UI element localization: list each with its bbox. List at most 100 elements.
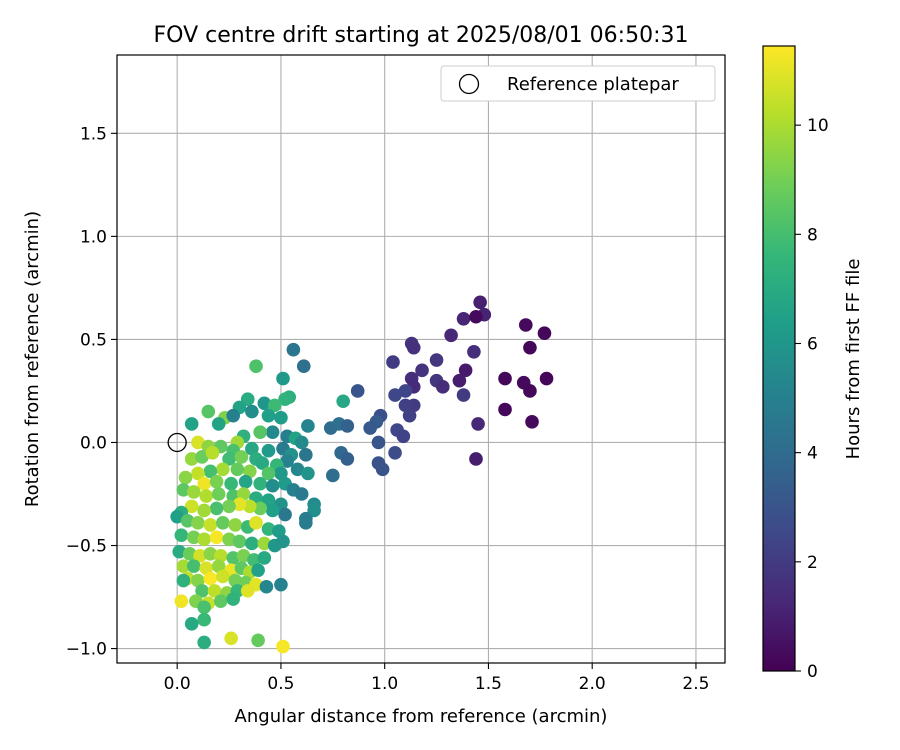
data-point <box>471 417 485 431</box>
data-point <box>444 328 458 343</box>
legend-entry-label: Reference platepar <box>507 74 679 95</box>
data-point <box>216 516 230 530</box>
plot-area: 0.0 0.5 1.0 1.5 2.0 2.5 −1.0 −0.5 0.0 0.5 1.0 1.5 <box>66 54 726 694</box>
data-point <box>398 384 413 398</box>
data-point <box>274 466 288 481</box>
data-point <box>265 503 280 518</box>
x-tick-label: 1.5 <box>475 674 502 694</box>
data-point <box>261 522 276 536</box>
data-point <box>301 419 315 433</box>
data-point <box>184 499 199 514</box>
data-point <box>249 359 263 374</box>
data-point <box>247 553 261 567</box>
colorbar-tick-label: 6 <box>807 334 818 354</box>
data-point <box>236 549 251 563</box>
data-point <box>203 571 218 586</box>
data-point <box>199 489 214 503</box>
data-point <box>197 635 211 650</box>
data-point <box>299 516 313 530</box>
data-point <box>232 534 247 549</box>
y-tick-label: 0.5 <box>80 330 107 350</box>
data-point <box>211 487 226 501</box>
colorbar-ticks: 0 2 4 6 8 10 <box>795 116 829 682</box>
data-point <box>396 429 411 444</box>
data-point <box>523 384 537 398</box>
data-point <box>245 441 259 456</box>
data-point <box>469 309 483 324</box>
data-point <box>191 466 205 481</box>
data-point <box>278 392 292 406</box>
data-point <box>228 518 243 532</box>
data-point <box>224 631 238 646</box>
data-point <box>191 435 205 450</box>
data-point <box>398 398 413 413</box>
data-point <box>257 551 272 565</box>
data-point <box>272 524 286 538</box>
colorbar-gradient <box>762 45 796 672</box>
data-point <box>523 340 537 355</box>
legend: Reference platepar <box>440 65 716 102</box>
data-point <box>176 573 191 588</box>
data-point <box>243 464 257 479</box>
data-point <box>216 569 230 584</box>
x-axis-ticks: 0.0 0.5 1.0 1.5 2.0 2.5 <box>164 663 709 694</box>
data-point <box>274 577 288 592</box>
data-point <box>294 487 309 501</box>
data-point <box>257 536 272 551</box>
data-point <box>326 468 340 483</box>
data-point <box>197 612 211 627</box>
data-point <box>211 559 226 573</box>
data-point <box>388 388 402 402</box>
data-point <box>518 318 533 332</box>
data-point <box>232 497 247 512</box>
data-point <box>456 312 471 326</box>
data-point <box>371 435 386 450</box>
data-point <box>195 450 209 464</box>
data-point <box>307 503 321 518</box>
data-point <box>222 532 236 547</box>
data-point <box>197 600 211 615</box>
data-point <box>458 363 473 378</box>
data-point <box>255 456 270 470</box>
data-point <box>209 474 224 489</box>
legend-marker-icon <box>458 73 480 95</box>
data-point <box>222 499 236 514</box>
data-point <box>197 503 211 518</box>
data-point <box>267 398 282 413</box>
data-point <box>226 592 241 606</box>
data-point <box>234 450 249 464</box>
plot-frame <box>116 54 726 664</box>
data-point <box>203 464 218 479</box>
data-point <box>186 485 201 499</box>
x-tick-label: 0.5 <box>267 674 294 694</box>
data-point <box>336 394 350 409</box>
reference-marker <box>167 432 187 453</box>
colorbar: 0 2 4 6 8 10 Hours from first FF file <box>762 45 864 682</box>
x-tick-label: 0.0 <box>164 674 191 694</box>
data-point <box>193 549 207 563</box>
data-point <box>184 417 199 431</box>
data-point <box>276 639 290 654</box>
data-point <box>228 573 243 588</box>
data-point <box>249 516 263 530</box>
data-point <box>280 454 294 468</box>
data-point <box>222 452 236 466</box>
data-point <box>209 530 224 545</box>
data-point <box>261 408 276 423</box>
data-point <box>259 579 274 594</box>
data-point <box>245 404 259 419</box>
y-tick-label: −1.0 <box>66 640 107 660</box>
x-tick-label: 2.0 <box>579 674 606 694</box>
data-point <box>253 476 267 491</box>
colorbar-label: Hours from first FF file <box>843 259 864 460</box>
data-point <box>406 340 421 355</box>
data-point <box>257 396 272 411</box>
data-point <box>498 402 512 417</box>
data-point <box>186 530 201 545</box>
data-point <box>203 546 218 561</box>
colorbar-tick-label: 10 <box>807 116 829 136</box>
data-point <box>226 551 241 565</box>
data-point <box>265 478 280 493</box>
data-point <box>402 408 417 423</box>
